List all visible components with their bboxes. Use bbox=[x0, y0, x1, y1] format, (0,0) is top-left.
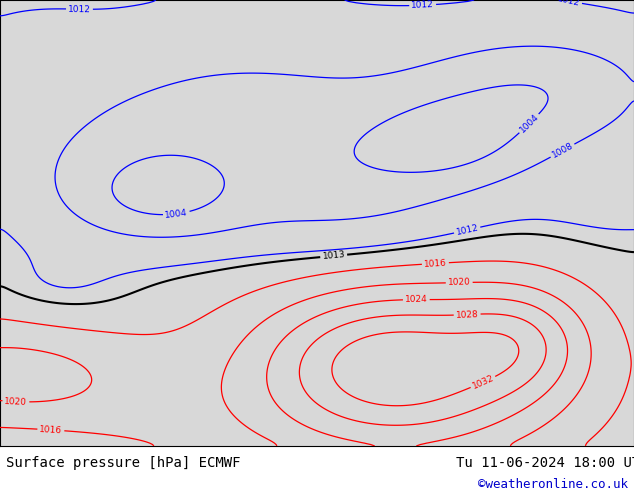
Text: 1012: 1012 bbox=[557, 0, 581, 8]
Text: ©weatheronline.co.uk: ©weatheronline.co.uk bbox=[477, 478, 628, 490]
Text: 1008: 1008 bbox=[550, 141, 575, 160]
Text: 1020: 1020 bbox=[448, 278, 470, 287]
Text: 1016: 1016 bbox=[39, 425, 63, 435]
Text: 1032: 1032 bbox=[471, 373, 495, 391]
Text: 1020: 1020 bbox=[4, 396, 27, 407]
Text: 1012: 1012 bbox=[411, 0, 434, 10]
Text: 1028: 1028 bbox=[456, 310, 479, 319]
Text: Tu 11-06-2024 18:00 UTC (12+150): Tu 11-06-2024 18:00 UTC (12+150) bbox=[456, 456, 634, 469]
Text: Surface pressure [hPa] ECMWF: Surface pressure [hPa] ECMWF bbox=[6, 456, 241, 469]
Text: 1016: 1016 bbox=[424, 258, 447, 269]
Text: 1012: 1012 bbox=[68, 4, 91, 14]
Text: 1004: 1004 bbox=[518, 112, 540, 135]
Text: 1004: 1004 bbox=[164, 208, 188, 220]
Text: 1013: 1013 bbox=[322, 250, 346, 262]
Text: 1024: 1024 bbox=[405, 295, 428, 304]
Text: 1012: 1012 bbox=[455, 223, 479, 237]
